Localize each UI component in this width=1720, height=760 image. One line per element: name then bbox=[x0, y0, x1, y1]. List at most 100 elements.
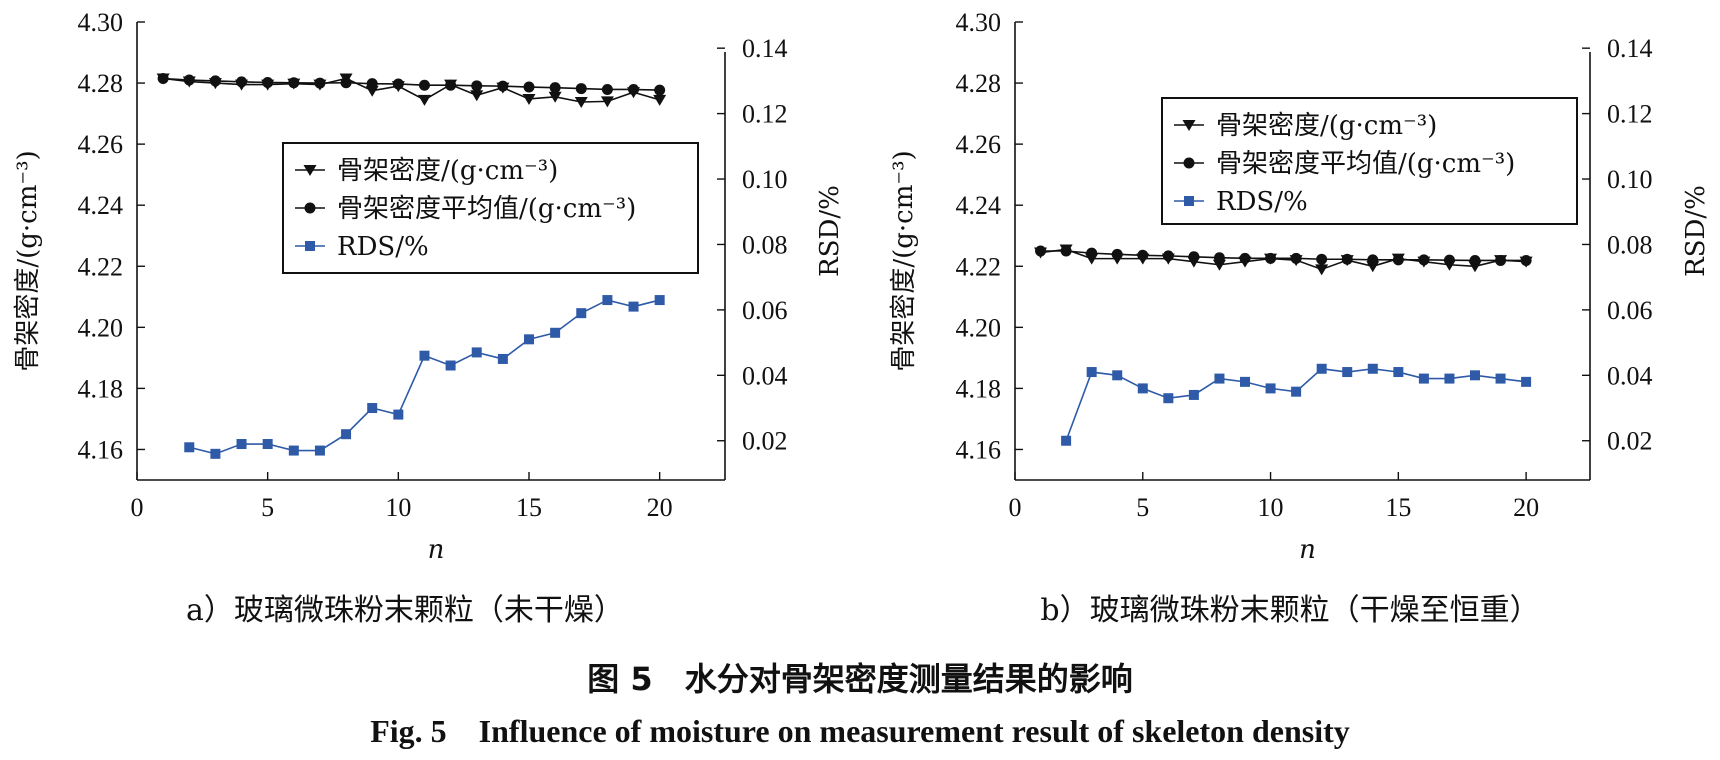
data-point bbox=[392, 78, 404, 90]
data-point bbox=[288, 445, 299, 456]
legend-label: 骨架密度平均值/(g·cm⁻³) bbox=[337, 194, 636, 224]
data-point bbox=[654, 295, 665, 306]
data-point bbox=[418, 79, 430, 91]
data-point bbox=[1265, 383, 1276, 394]
data-point bbox=[471, 80, 483, 92]
x-tick-label: 0 bbox=[131, 493, 144, 522]
left-tick-label: 4.28 bbox=[956, 69, 1002, 98]
x-tick-label: 10 bbox=[1258, 493, 1284, 522]
right-y-axis-label: RSD/% bbox=[1681, 185, 1711, 277]
right-tick-label: 0.04 bbox=[742, 361, 788, 390]
data-point bbox=[1086, 367, 1097, 378]
left-tick-label: 4.22 bbox=[956, 252, 1002, 281]
data-point bbox=[1239, 252, 1251, 264]
figure-title-en: Fig. 5 Influence of moisture on measurem… bbox=[370, 713, 1350, 749]
right-tick-label: 0.10 bbox=[1607, 165, 1653, 194]
chart-panel-a: 4.16 4.18 4.20 4.22 4.24 4.26 4.28 4.30 0.02 0.04… bbox=[13, 8, 845, 565]
data-point bbox=[367, 403, 378, 414]
data-point bbox=[314, 445, 325, 456]
data-point bbox=[1315, 264, 1329, 276]
left-y-axis-label: 骨架密度/(g·cm⁻³) bbox=[889, 150, 919, 371]
data-point bbox=[548, 91, 562, 103]
left-tick-label: 4.30 bbox=[956, 8, 1002, 37]
data-point bbox=[366, 78, 378, 90]
data-point bbox=[365, 85, 379, 97]
data-point bbox=[523, 81, 535, 93]
left-tick-label: 4.16 bbox=[78, 435, 124, 464]
data-point bbox=[262, 76, 274, 88]
left-tick-label: 4.22 bbox=[78, 252, 124, 281]
data-point bbox=[236, 439, 247, 450]
data-point bbox=[522, 93, 536, 105]
x-axis-label: n bbox=[1299, 535, 1316, 565]
right-tick-label: 0.02 bbox=[1607, 427, 1653, 456]
data-point bbox=[1520, 254, 1532, 266]
right-tick-label: 0.06 bbox=[1607, 296, 1653, 325]
series-line bbox=[1065, 367, 1527, 442]
x-tick-label: 10 bbox=[385, 493, 411, 522]
data-point bbox=[1316, 253, 1328, 265]
right-y-axis-label: RSD/% bbox=[815, 185, 845, 277]
data-point bbox=[1035, 245, 1047, 257]
legend-label: 骨架密度/(g·cm⁻³) bbox=[1216, 111, 1437, 141]
data-point bbox=[1060, 245, 1072, 257]
data-point bbox=[1162, 250, 1174, 262]
data-point bbox=[184, 442, 195, 453]
x-tick-label: 20 bbox=[647, 493, 673, 522]
legend-marker bbox=[305, 241, 315, 251]
data-point bbox=[1061, 435, 1072, 446]
data-point bbox=[417, 94, 431, 106]
left-tick-label: 4.24 bbox=[78, 191, 124, 220]
data-point bbox=[1418, 254, 1430, 266]
right-tick-label: 0.12 bbox=[742, 100, 788, 129]
data-point bbox=[1163, 393, 1174, 404]
left-tick-label: 4.18 bbox=[78, 374, 124, 403]
data-point bbox=[1393, 367, 1404, 378]
left-tick-label: 4.26 bbox=[78, 130, 124, 159]
legend-marker bbox=[1184, 196, 1194, 206]
left-tick-label: 4.24 bbox=[956, 191, 1002, 220]
data-point bbox=[602, 295, 613, 306]
data-point bbox=[470, 90, 484, 102]
data-point bbox=[1342, 367, 1353, 378]
data-point bbox=[445, 360, 456, 371]
data-point bbox=[340, 77, 352, 89]
left-tick-label: 4.20 bbox=[956, 313, 1002, 342]
right-tick-label: 0.08 bbox=[1607, 230, 1653, 259]
figure-title-cn: 图 5 水分对骨架密度测量结果的影响 bbox=[587, 660, 1132, 698]
legend-marker bbox=[1182, 120, 1196, 131]
x-tick-label: 15 bbox=[1385, 493, 1411, 522]
data-point bbox=[576, 308, 587, 319]
data-point bbox=[1443, 254, 1455, 266]
series-line bbox=[1040, 248, 1527, 271]
data-point bbox=[1495, 373, 1506, 384]
data-point bbox=[600, 96, 614, 108]
chart-panel-b: 4.16 4.18 4.20 4.22 4.24 4.26 4.28 4.30 0.02 0.04… bbox=[889, 8, 1711, 565]
data-point bbox=[1367, 254, 1379, 266]
data-point bbox=[1112, 370, 1123, 381]
data-point bbox=[550, 327, 561, 338]
data-point bbox=[1240, 376, 1250, 387]
left-tick-label: 4.26 bbox=[956, 130, 1002, 159]
x-tick-label: 20 bbox=[1513, 493, 1539, 522]
data-point bbox=[1086, 247, 1098, 259]
data-point bbox=[1188, 389, 1199, 400]
left-tick-label: 4.16 bbox=[956, 435, 1002, 464]
legend-marker bbox=[1183, 157, 1195, 169]
series-line bbox=[189, 299, 660, 455]
data-point bbox=[1212, 259, 1226, 271]
data-point bbox=[288, 77, 300, 89]
data-point bbox=[445, 79, 457, 91]
data-point bbox=[314, 77, 326, 89]
data-point bbox=[1316, 363, 1327, 374]
data-point bbox=[1521, 376, 1532, 387]
data-point bbox=[628, 83, 640, 95]
data-point bbox=[601, 83, 613, 95]
left-tick-label: 4.18 bbox=[956, 374, 1002, 403]
legend-box bbox=[1161, 97, 1578, 225]
data-point bbox=[341, 429, 352, 440]
data-point bbox=[210, 448, 221, 459]
data-point bbox=[628, 301, 639, 312]
data-point bbox=[1137, 249, 1149, 261]
